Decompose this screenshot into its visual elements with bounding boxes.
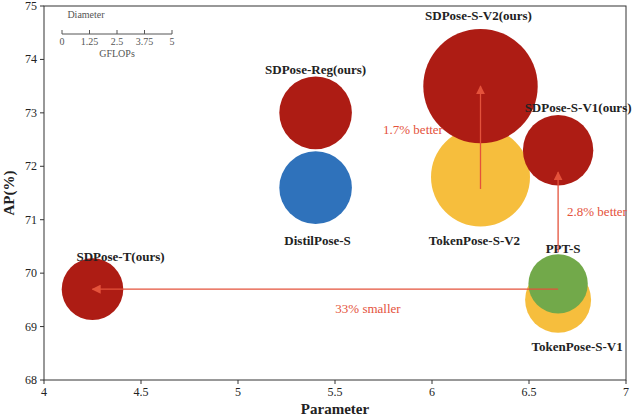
arrow [557, 172, 558, 252]
x-tick-label: 4 [41, 385, 47, 399]
y-tick-label: 68 [25, 373, 37, 387]
y-tick [40, 273, 44, 274]
point-label: TokenPose-S-V1 [531, 339, 622, 354]
x-tick [238, 380, 239, 384]
plot-frame [44, 6, 626, 380]
point-label: SDPose-S-V2(ours) [425, 8, 532, 23]
annotation: 1.7% better [383, 122, 444, 137]
x-tick [141, 380, 142, 384]
point-label: SDPose-S-V1(ours) [525, 100, 632, 115]
y-tick-label: 75 [25, 0, 37, 13]
y-tick [40, 112, 44, 113]
y-tick-label: 70 [25, 266, 37, 280]
y-tick-label: 69 [25, 320, 37, 334]
size-legend-tick-label: 3.75 [136, 36, 154, 47]
y-tick [40, 219, 44, 220]
size-legend-tick-label: 2.5 [111, 36, 124, 47]
size-legend-tick [62, 30, 63, 34]
x-tick-label: 5.5 [328, 385, 343, 399]
point-label: DistilPose-S [284, 233, 350, 248]
annotation: 33% smaller [335, 301, 401, 316]
arrow [480, 86, 481, 189]
y-tick-label: 74 [25, 52, 37, 66]
y-tick [40, 166, 44, 167]
x-tick-label: 5 [235, 385, 241, 399]
size-legend-unit: GFLOPs [99, 48, 135, 59]
point-label: PPT-S [546, 241, 581, 256]
y-tick [40, 380, 44, 381]
y-tick-label: 72 [25, 159, 37, 173]
x-tick [432, 380, 433, 384]
size-legend-tick [117, 30, 118, 34]
point-label: SDPose-T(ours) [76, 249, 164, 264]
x-tick-label: 7 [623, 385, 629, 399]
bubble [528, 254, 587, 313]
x-tick [626, 380, 627, 384]
chart: 4 4.5 5 5.5 6 6.5 7 68 69 70 71 72 73 74 75 Parameter AP… [0, 0, 640, 419]
x-tick [44, 380, 45, 384]
size-legend-title: Diameter [67, 9, 105, 20]
point-label: TokenPose-S-V2 [429, 233, 520, 248]
bubble [279, 151, 352, 224]
y-tick [40, 326, 44, 327]
size-legend-tick-label: 0 [60, 36, 65, 47]
x-tick [529, 380, 530, 384]
x-tick [335, 380, 336, 384]
arrow [93, 289, 559, 290]
y-tick-label: 71 [25, 213, 37, 227]
size-legend-tick-label: 1.25 [81, 36, 99, 47]
x-tick-label: 6 [429, 385, 435, 399]
annotation: 2.8% better [567, 204, 628, 219]
y-tick [40, 6, 44, 7]
bubbles [62, 29, 594, 333]
bubble [279, 77, 352, 150]
y-tick-label: 73 [25, 106, 37, 120]
y-tick [40, 59, 44, 60]
point-label: SDPose-Reg(ours) [265, 62, 366, 77]
size-legend-tick [144, 30, 145, 34]
x-tick-label: 4.5 [134, 385, 149, 399]
size-legend-tick [172, 30, 173, 34]
size-legend-tick [89, 30, 90, 34]
x-tick-label: 6.5 [522, 385, 537, 399]
size-legend-tick-label: 5 [170, 36, 175, 47]
y-axis-label: AP(%) [1, 171, 18, 216]
x-axis-label: Parameter [301, 401, 370, 417]
